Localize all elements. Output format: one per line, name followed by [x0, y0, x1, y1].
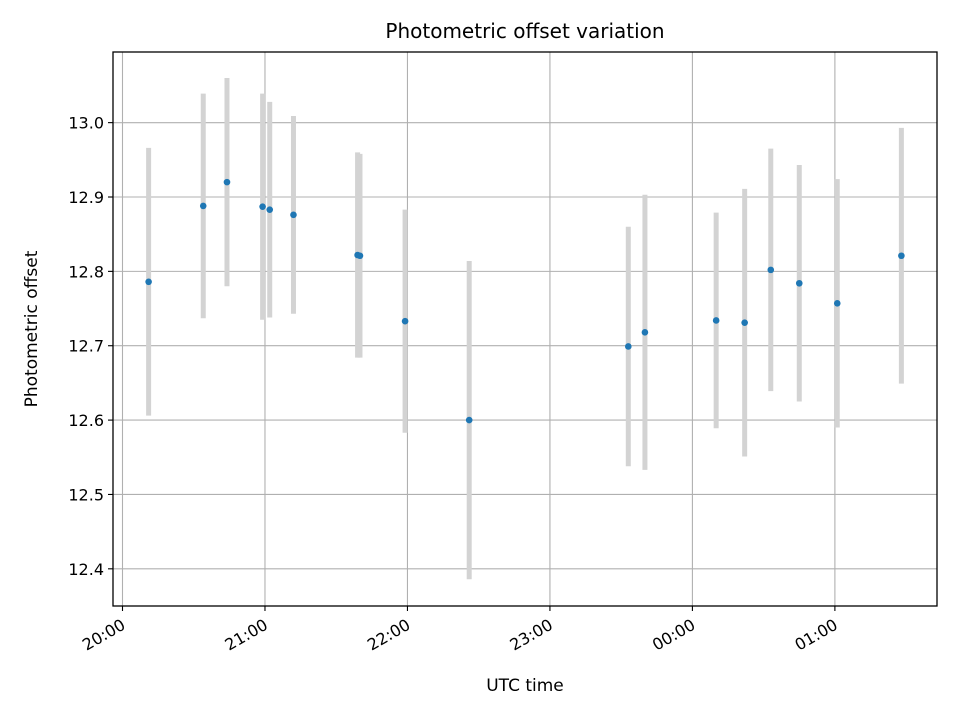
- y-tick-label: 12.6: [68, 411, 104, 430]
- data-point: [199, 202, 207, 210]
- plot-frame: [112, 51, 938, 607]
- y-tick-label: 13.0: [68, 114, 104, 133]
- y-axis-ticks: 12.4 12.5 12.6 12.7 12.8 12.9 13.0: [68, 114, 113, 579]
- chart-title: Photometric offset variation: [385, 19, 664, 43]
- data-point: [465, 416, 473, 424]
- y-tick-label: 12.9: [68, 188, 104, 207]
- y-tick-label: 12.5: [68, 485, 104, 504]
- data-point: [641, 329, 649, 336]
- y-axis-label: Photometric offset: [22, 250, 42, 407]
- data-point: [266, 206, 274, 213]
- y-tick-label: 12.4: [68, 560, 104, 579]
- data-point: [290, 211, 297, 219]
- x-axis-label: UTC time: [486, 676, 564, 696]
- data-point: [795, 279, 803, 287]
- data-point: [741, 319, 748, 326]
- data-point: [145, 278, 152, 286]
- data-point: [259, 203, 266, 210]
- data-point: [898, 252, 905, 260]
- y-tick-label: 12.7: [68, 337, 104, 356]
- data-point: [356, 252, 364, 260]
- data-point: [401, 317, 409, 325]
- data-point: [767, 266, 775, 274]
- data-point: [624, 343, 632, 350]
- data-point: [712, 317, 720, 324]
- y-tick-label: 12.8: [68, 262, 104, 281]
- data-points: [145, 178, 905, 424]
- data-point: [833, 300, 841, 307]
- data-point: [223, 178, 231, 186]
